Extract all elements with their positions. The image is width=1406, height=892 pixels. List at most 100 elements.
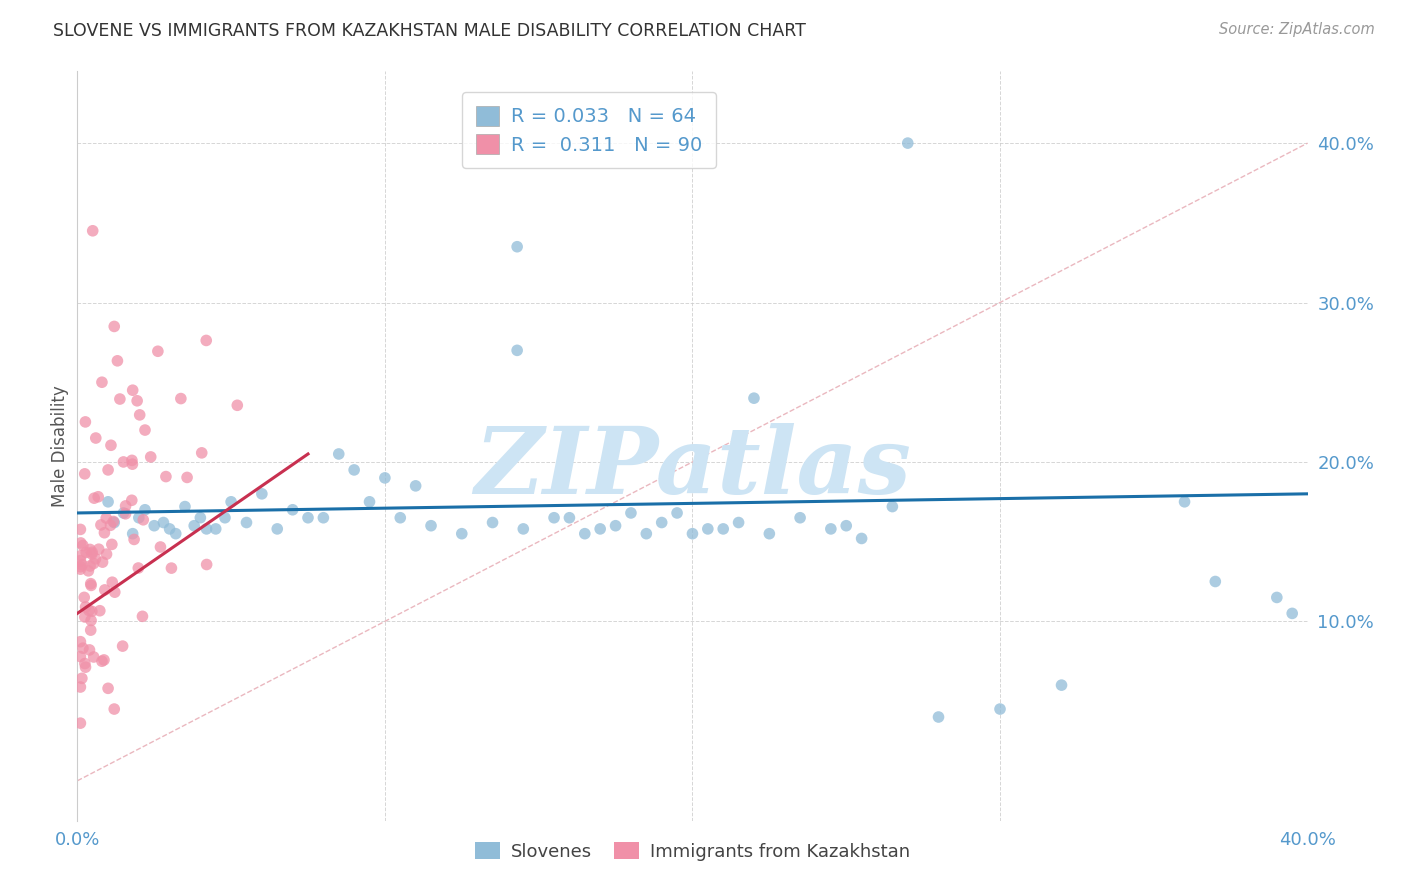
- Point: [94, 582, 117, 597]
- Point: [758, 526, 780, 541]
- Point: [620, 506, 643, 520]
- Point: [328, 447, 350, 461]
- Point: [75, 660, 97, 674]
- Point: [636, 526, 658, 541]
- Point: [195, 522, 218, 536]
- Point: [108, 392, 131, 406]
- Point: [389, 510, 412, 524]
- Point: [69, 649, 91, 664]
- Point: [93, 653, 115, 667]
- Point: [250, 487, 273, 501]
- Point: [359, 495, 381, 509]
- Point: [1281, 607, 1303, 621]
- Point: [75, 415, 97, 429]
- Point: [103, 516, 125, 530]
- Point: [506, 343, 529, 358]
- Point: [128, 510, 150, 524]
- Point: [897, 136, 920, 150]
- Point: [928, 710, 950, 724]
- Point: [696, 522, 718, 536]
- Point: [235, 516, 257, 530]
- Point: [87, 542, 110, 557]
- Point: [134, 423, 156, 437]
- Point: [190, 446, 212, 460]
- Point: [103, 319, 125, 334]
- Point: [90, 654, 114, 668]
- Point: [820, 522, 842, 536]
- Point: [69, 554, 91, 568]
- Point: [114, 507, 136, 521]
- Point: [405, 479, 427, 493]
- Point: [107, 354, 129, 368]
- Point: [73, 467, 96, 481]
- Point: [195, 334, 218, 348]
- Point: [104, 585, 127, 599]
- Text: SLOVENE VS IMMIGRANTS FROM KAZAKHSTAN MALE DISABILITY CORRELATION CHART: SLOVENE VS IMMIGRANTS FROM KAZAKHSTAN MA…: [53, 22, 806, 40]
- Point: [139, 450, 162, 464]
- Point: [605, 518, 627, 533]
- Point: [70, 671, 93, 685]
- Point: [79, 542, 101, 557]
- Point: [93, 525, 115, 540]
- Point: [83, 491, 105, 505]
- Point: [506, 240, 529, 254]
- Point: [343, 463, 366, 477]
- Point: [666, 506, 689, 520]
- Point: [420, 518, 443, 533]
- Point: [80, 578, 103, 592]
- Point: [155, 469, 177, 483]
- Point: [84, 431, 107, 445]
- Point: [727, 516, 749, 530]
- Point: [450, 526, 472, 541]
- Point: [77, 603, 100, 617]
- Point: [589, 522, 612, 536]
- Point: [851, 532, 873, 546]
- Point: [103, 515, 125, 529]
- Point: [131, 609, 153, 624]
- Point: [69, 716, 91, 731]
- Point: [682, 526, 704, 541]
- Point: [97, 463, 120, 477]
- Point: [69, 523, 91, 537]
- Point: [143, 518, 166, 533]
- Point: [73, 657, 96, 671]
- Point: [114, 499, 136, 513]
- Point: [83, 650, 105, 665]
- Y-axis label: Male Disability: Male Disability: [51, 385, 69, 507]
- Point: [72, 641, 94, 656]
- Point: [121, 453, 143, 467]
- Point: [266, 522, 288, 536]
- Point: [1204, 574, 1226, 589]
- Point: [111, 639, 134, 653]
- Point: [101, 537, 124, 551]
- Point: [835, 518, 858, 533]
- Point: [96, 511, 118, 525]
- Point: [127, 561, 149, 575]
- Point: [176, 470, 198, 484]
- Point: [121, 457, 143, 471]
- Point: [101, 575, 124, 590]
- Point: [75, 545, 97, 559]
- Point: [226, 398, 249, 412]
- Point: [789, 510, 811, 524]
- Point: [100, 518, 122, 533]
- Point: [711, 522, 734, 536]
- Point: [69, 559, 91, 574]
- Text: ZIPatlas: ZIPatlas: [474, 424, 911, 514]
- Point: [165, 526, 187, 541]
- Point: [96, 547, 118, 561]
- Point: [80, 614, 103, 628]
- Point: [128, 408, 150, 422]
- Point: [127, 393, 149, 408]
- Point: [188, 510, 212, 524]
- Point: [69, 562, 91, 576]
- Point: [297, 510, 319, 524]
- Point: [70, 549, 93, 563]
- Legend: Slovenes, Immigrants from Kazakhstan: Slovenes, Immigrants from Kazakhstan: [468, 835, 917, 868]
- Point: [77, 564, 100, 578]
- Point: [87, 490, 110, 504]
- Point: [149, 540, 172, 554]
- Point: [374, 471, 396, 485]
- Point: [882, 500, 904, 514]
- Point: [100, 438, 122, 452]
